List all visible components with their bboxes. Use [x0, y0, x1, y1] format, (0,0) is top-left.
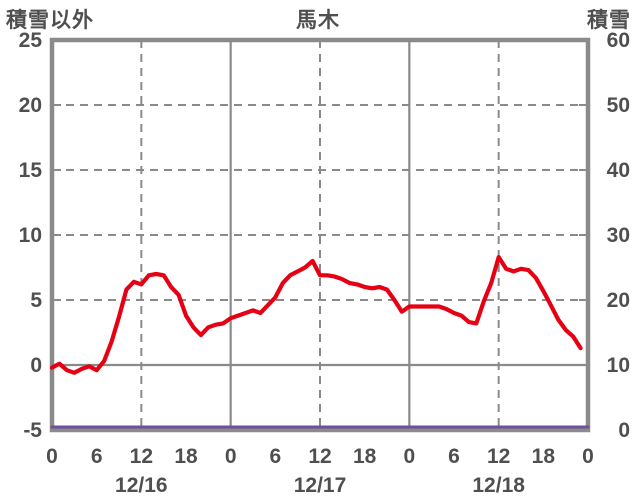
x-axis-hour-label: 12 — [308, 445, 331, 468]
x-axis-hour-label: 12 — [487, 445, 510, 468]
non-snow-value-line — [49, 255, 583, 375]
x-axis-date-label: 12/18 — [472, 474, 525, 497]
x-axis-hour-label: 0 — [403, 445, 415, 468]
left-axis-tick-label: 10 — [19, 224, 42, 247]
x-axis-hour-label: 0 — [225, 445, 237, 468]
x-axis-hour-label: 6 — [269, 445, 281, 468]
right-axis-title: 積雪 — [587, 9, 631, 32]
left-axis-tick-label: 15 — [19, 159, 43, 182]
x-axis-hour-label: 0 — [582, 445, 594, 468]
x-axis-hour-label: 0 — [46, 445, 58, 468]
left-axis-title: 積雪以外 — [6, 9, 94, 32]
x-axis-hour-label: 12 — [130, 445, 153, 468]
right-axis-tick-label: 20 — [607, 289, 630, 312]
left-axis-tick-label: 25 — [19, 29, 43, 52]
x-axis-hour-label: 6 — [91, 445, 103, 468]
right-axis-tick-label: 50 — [607, 94, 630, 117]
right-axis-tick-label: 0 — [618, 419, 630, 442]
left-axis-tick-label: 0 — [30, 354, 42, 377]
left-axis-tick-label: 20 — [19, 94, 42, 117]
x-axis-hour-label: 18 — [174, 445, 198, 468]
left-axis-tick-label: 5 — [30, 289, 42, 312]
chart-title: 馬木 — [296, 9, 340, 32]
x-axis-date-label: 12/17 — [294, 474, 347, 497]
right-axis-tick-label: 30 — [607, 224, 630, 247]
right-axis-tick-label: 40 — [607, 159, 630, 182]
x-axis-hour-label: 18 — [532, 445, 556, 468]
right-axis-tick-label: 60 — [607, 29, 630, 52]
series-lines — [49, 255, 590, 429]
plot-border — [49, 37, 591, 433]
x-axis-hour-label: 6 — [448, 445, 460, 468]
grid-lines — [52, 40, 588, 430]
right-axis-tick-label: 10 — [607, 354, 630, 377]
x-axis-date-label: 12/16 — [115, 474, 168, 497]
left-axis-tick-label: -5 — [23, 419, 42, 442]
x-axis-hour-label: 18 — [353, 445, 377, 468]
